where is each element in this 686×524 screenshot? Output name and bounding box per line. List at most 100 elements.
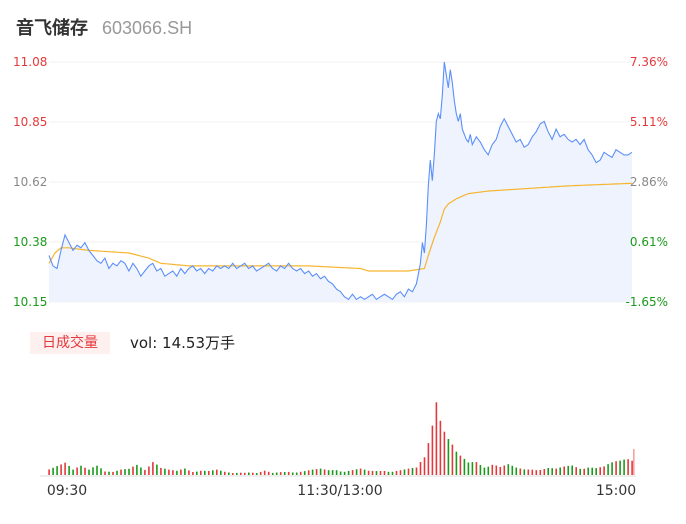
volume-bar — [335, 470, 338, 475]
stock-header: 音飞储存 603066.SH — [16, 14, 193, 39]
volume-bar — [579, 468, 581, 475]
volume-bar — [196, 471, 198, 475]
x-tick-2: 15:00 — [596, 483, 636, 499]
volume-bar — [148, 466, 150, 475]
volume-bar — [104, 471, 106, 475]
volume-bar — [236, 472, 238, 475]
volume-bar — [615, 461, 617, 475]
volume-bar — [587, 467, 589, 475]
volume-bar — [611, 462, 613, 475]
volume-bar — [343, 471, 346, 475]
volume-bar — [216, 469, 218, 475]
volume-bar — [200, 470, 202, 475]
volume-bar — [623, 459, 625, 475]
volume-bar — [539, 470, 542, 475]
volume-bar — [180, 469, 182, 475]
volume-bar — [631, 460, 633, 475]
volume-readout: vol: 14.53万手 — [130, 334, 235, 352]
volume-bar — [535, 470, 538, 475]
volume-bar — [140, 467, 142, 475]
volume-bar — [263, 470, 266, 475]
volume-bar — [487, 466, 490, 475]
volume-bar — [60, 464, 62, 475]
volume-bar — [228, 472, 230, 475]
volume-bar — [311, 469, 314, 475]
volume-bar — [583, 468, 585, 475]
volume-bar — [519, 468, 522, 475]
volume-bar — [371, 470, 374, 475]
volume-bar — [571, 465, 573, 475]
volume-bar — [88, 469, 90, 475]
price-line — [48, 61, 633, 301]
volume-bar — [84, 467, 86, 475]
avg-price-line — [48, 182, 633, 272]
volume-bar — [68, 465, 70, 475]
volume-bar — [435, 402, 438, 475]
volume-bar — [431, 425, 434, 475]
y-tick-right-0: 7.36% — [630, 55, 668, 69]
volume-bar — [387, 471, 390, 475]
x-tick-1: 11:30/13:00 — [297, 483, 382, 499]
volume-bar — [327, 470, 330, 475]
volume-bar — [415, 467, 418, 475]
volume-bar — [144, 469, 146, 475]
volume-bar — [48, 469, 50, 475]
volume-bar — [124, 469, 126, 475]
volume-bar — [463, 458, 466, 475]
volume-bar — [395, 471, 398, 475]
y-tick-left-0: 11.08 — [13, 55, 47, 69]
volume-bar — [451, 444, 454, 475]
volume-bar — [627, 459, 629, 475]
volume-bar — [244, 472, 246, 475]
volume-bar — [531, 469, 534, 475]
volume-bar — [204, 470, 206, 475]
volume-bar — [184, 468, 186, 475]
volume-bar — [563, 466, 565, 475]
price-area-fill — [49, 62, 632, 302]
volume-bar — [483, 467, 486, 475]
volume-bar — [499, 467, 502, 475]
volume-bar — [607, 464, 609, 475]
volume-bar — [603, 466, 605, 475]
volume-bar — [495, 465, 498, 475]
volume-bar — [619, 460, 621, 475]
volume-bar — [160, 467, 162, 475]
volume-bar — [427, 443, 430, 475]
volume-bar — [108, 471, 110, 475]
volume-bar — [120, 469, 122, 475]
volume-bar — [176, 470, 178, 475]
volume-bar — [455, 451, 458, 475]
volume-bar — [543, 469, 546, 475]
volume-bar — [267, 471, 270, 475]
volume-bar — [331, 470, 334, 475]
volume-bar — [551, 468, 553, 475]
volume-bar — [224, 471, 226, 475]
volume-bar — [591, 467, 593, 475]
volume-bar — [383, 471, 386, 475]
volume-bar — [275, 472, 278, 475]
daily-volume-tab[interactable]: 日成交量 — [30, 332, 110, 354]
stock-code: 603066.SH — [102, 18, 193, 38]
volume-bar — [363, 469, 366, 475]
volume-bar — [475, 462, 478, 475]
volume-bar — [156, 464, 158, 475]
volume-bar — [112, 471, 114, 475]
volume-bar — [323, 469, 326, 475]
volume-bar — [259, 471, 262, 475]
volume-bar — [172, 470, 174, 475]
volume-bar — [511, 465, 514, 475]
volume-bar — [407, 468, 410, 475]
volume-bar — [136, 464, 138, 475]
y-tick-right-2: 2.86% — [630, 175, 668, 189]
volume-bar — [240, 472, 242, 475]
volume-bar — [303, 471, 306, 475]
volume-bar — [212, 470, 214, 475]
volume-bar — [255, 473, 258, 475]
volume-bar — [152, 462, 154, 475]
volume-bar — [128, 468, 130, 475]
volume-bar — [559, 467, 561, 475]
volume-bar — [523, 469, 526, 475]
volume-bar — [419, 462, 422, 475]
volume-bar — [503, 465, 506, 475]
